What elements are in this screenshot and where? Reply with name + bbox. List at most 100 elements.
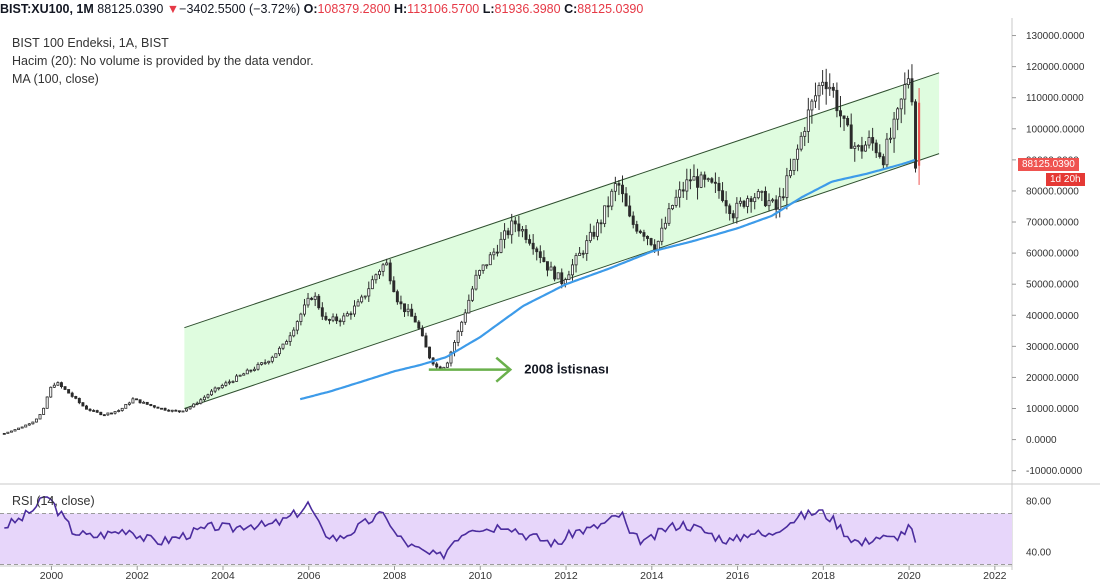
candle-body <box>135 398 138 401</box>
candle-body <box>445 362 449 368</box>
legend-ma[interactable]: MA (100, close) <box>12 72 99 86</box>
candle-body <box>392 280 396 293</box>
candle-body <box>9 430 13 433</box>
candle-body <box>24 424 28 428</box>
candle-body <box>642 232 646 237</box>
candle-body <box>124 404 128 409</box>
price-tick-label: 50000.0000 <box>1026 280 1079 291</box>
candle-body <box>685 179 689 192</box>
candle-body <box>531 242 535 250</box>
candle-body <box>646 235 649 239</box>
chart-frame <box>0 18 1100 570</box>
candle-body <box>163 407 167 411</box>
candle-body <box>238 374 242 377</box>
candle-body <box>846 118 850 126</box>
candle-body <box>835 89 839 112</box>
candle-body <box>606 205 610 208</box>
candle-body <box>363 295 367 298</box>
candle-body <box>310 297 314 300</box>
low-key: L: <box>482 2 495 16</box>
candle-body <box>624 193 628 207</box>
candle-body <box>152 405 156 408</box>
candle-body <box>588 231 592 242</box>
candle-body <box>145 401 149 405</box>
candle-body <box>267 360 271 364</box>
price-tick-label: 10000.0000 <box>1026 404 1079 415</box>
candle-body <box>495 251 499 254</box>
last-price: 88125.0390 <box>97 2 164 16</box>
price-tick-label: 30000.0000 <box>1026 342 1079 353</box>
time-tick-label: 2022 <box>983 570 1007 582</box>
candle-body <box>613 183 617 192</box>
candle-body <box>864 144 867 152</box>
channel-fill <box>184 72 940 409</box>
time-tick-label: 2016 <box>726 570 750 582</box>
candle-body <box>317 295 321 309</box>
candle-body <box>567 274 571 281</box>
candle-body <box>488 254 492 266</box>
candle-body <box>867 137 871 146</box>
candle-body <box>374 274 378 281</box>
candle-body <box>460 321 464 333</box>
candle-body <box>596 222 599 237</box>
time-tick-label: 2018 <box>812 570 836 582</box>
candle-body <box>349 313 353 316</box>
legend-volume[interactable]: Hacim (20): No volume is provided by the… <box>12 54 314 68</box>
candle-body <box>688 179 692 182</box>
price-tick-label: 110000.0000 <box>1026 93 1084 104</box>
candle-body <box>174 409 178 412</box>
candle-body <box>853 145 857 149</box>
candle-body <box>85 405 88 410</box>
candle-body <box>338 320 342 323</box>
candle-body <box>74 396 78 399</box>
candle-body <box>227 381 231 384</box>
candle-body <box>395 291 399 303</box>
candle-body <box>13 429 17 432</box>
candle-body <box>245 369 249 375</box>
symbol-name[interactable]: BIST:XU100, 1M <box>0 2 94 16</box>
candle-body <box>506 230 510 236</box>
candle-body <box>663 222 667 229</box>
candle-body <box>849 124 853 149</box>
candle-body <box>106 412 110 416</box>
candle-body <box>45 396 49 409</box>
candle-body <box>42 407 46 415</box>
candle-body <box>638 230 642 233</box>
candle-body <box>370 279 374 290</box>
candle-body <box>335 316 339 322</box>
price-change: −3402.5500 (−3.72%) <box>179 2 301 16</box>
candle-body <box>478 270 482 276</box>
legend-title[interactable]: BIST 100 Endeksi, 1A, BIST <box>12 36 169 50</box>
candle-body <box>160 407 163 410</box>
annotation-group: 2008 İstisnası <box>428 356 609 383</box>
time-tick-label: 2012 <box>554 570 578 582</box>
candle-body <box>224 382 228 386</box>
candle-body <box>831 86 835 91</box>
candle-body <box>213 387 217 392</box>
candle-body <box>63 386 67 390</box>
candle-body <box>578 252 582 256</box>
candle-body <box>127 402 131 405</box>
candle-body <box>839 110 842 117</box>
candle-body <box>763 190 767 207</box>
candle-body <box>813 95 817 102</box>
candle-body <box>721 190 725 201</box>
candle-body <box>899 98 903 110</box>
candle-body <box>70 392 74 397</box>
open-key: O: <box>303 2 318 16</box>
high-value: 113106.5700 <box>407 2 480 16</box>
rsi-label[interactable]: RSI (14, close) <box>12 494 95 508</box>
low-value: 81936.3980 <box>494 2 561 16</box>
candle-body <box>760 190 764 193</box>
candle-body <box>681 189 685 192</box>
candle-body <box>896 108 900 120</box>
candle-body <box>871 137 875 144</box>
candle-body <box>360 296 364 303</box>
candle-body <box>181 410 185 413</box>
candle-body <box>671 205 674 210</box>
candle-body <box>631 215 635 225</box>
candle-body <box>889 137 892 140</box>
candle-body <box>592 231 596 237</box>
candle-body <box>356 301 360 307</box>
